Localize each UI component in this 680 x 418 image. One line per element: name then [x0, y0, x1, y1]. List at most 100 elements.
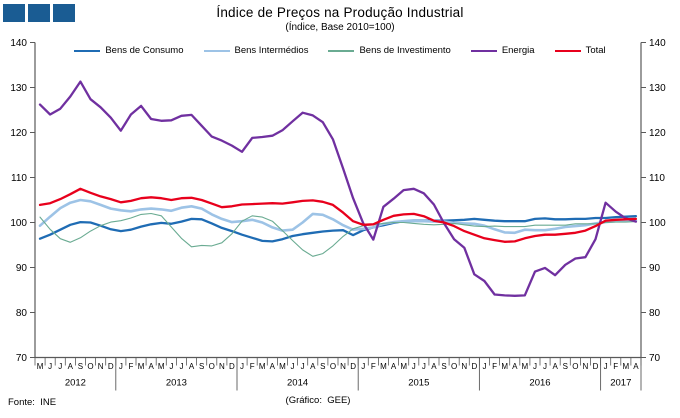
- series-line-total: [38, 187, 638, 243]
- month-label: F: [250, 362, 255, 371]
- y-axis-label-right: 90: [649, 263, 661, 274]
- legend-swatch: [74, 49, 101, 52]
- month-label: F: [129, 362, 134, 371]
- credit-note: (Gráfico: GEE): [285, 395, 351, 406]
- y-axis-label-right: 110: [649, 173, 665, 184]
- month-label: O: [209, 362, 215, 371]
- series-line-bens-de-investimento: [39, 212, 637, 257]
- legend-label: Bens Intermédios: [234, 45, 309, 56]
- year-label: 2012: [65, 378, 86, 389]
- month-label: A: [552, 362, 558, 371]
- year-label: 2013: [166, 378, 187, 389]
- month-label: F: [492, 362, 497, 371]
- month-label: S: [563, 362, 568, 371]
- chart-subtitle: (Índice, Base 2010=100): [285, 22, 395, 33]
- month-label: M: [501, 362, 508, 371]
- month-label: S: [441, 362, 446, 371]
- month-label: N: [583, 362, 589, 371]
- month-label: M: [623, 362, 630, 371]
- y-axis-label-left: 80: [16, 308, 28, 319]
- month-label: D: [471, 362, 477, 371]
- month-label: M: [279, 362, 286, 371]
- month-label: D: [350, 362, 356, 371]
- month-label: O: [572, 362, 578, 371]
- month-label: M: [158, 362, 165, 371]
- y-axis-label-left: 70: [16, 353, 28, 364]
- month-label: J: [422, 362, 426, 371]
- month-label: D: [108, 362, 114, 371]
- month-label: M: [37, 362, 44, 371]
- month-label: J: [533, 362, 537, 371]
- month-label: A: [270, 362, 276, 371]
- y-axis-label-right: 120: [649, 128, 666, 139]
- series-line-energia: [38, 80, 638, 297]
- month-label: N: [98, 362, 104, 371]
- legend-label: Energia: [501, 45, 535, 56]
- series-line-bens-interm-dios: [38, 198, 638, 235]
- month-label: A: [391, 362, 397, 371]
- month-label: A: [512, 362, 518, 371]
- y-axis-label-left: 90: [16, 263, 28, 274]
- y-axis-label-right: 70: [649, 353, 661, 364]
- month-label: F: [613, 362, 618, 371]
- legend-item-energia: Energia: [470, 45, 535, 56]
- y-axis-label-left: 130: [10, 83, 27, 94]
- legend-swatch: [470, 49, 497, 52]
- y-axis-label-right: 130: [649, 83, 666, 94]
- legend-swatch: [328, 49, 355, 52]
- y-axis-label-left: 100: [10, 218, 27, 229]
- month-label: O: [330, 362, 336, 371]
- month-label: J: [543, 362, 547, 371]
- month-label: A: [148, 362, 154, 371]
- legend-label: Bens de Investimento: [359, 45, 451, 56]
- legend-item-bens-interm-dios: Bens Intermédios: [203, 45, 309, 56]
- legend-item-bens-de-investimento: Bens de Investimento: [328, 45, 451, 56]
- legend-swatch: [203, 49, 230, 52]
- month-label: J: [240, 362, 244, 371]
- month-label: S: [320, 362, 325, 371]
- chart-title: Índice de Preços na Produção Industrial: [216, 5, 464, 20]
- month-label: M: [380, 362, 387, 371]
- month-label: M: [138, 362, 145, 371]
- legend-item-total: Total: [554, 45, 606, 56]
- legend-label: Total: [585, 45, 606, 56]
- source-note: Fonte: INE: [8, 397, 57, 408]
- month-label: M: [259, 362, 266, 371]
- y-axis-label-left: 110: [11, 173, 27, 184]
- month-label: S: [78, 362, 83, 371]
- month-label: J: [169, 362, 173, 371]
- month-label: A: [189, 362, 195, 371]
- logo: [3, 4, 75, 22]
- series-line-bens-de-consumo: [38, 215, 638, 243]
- month-label: S: [199, 362, 204, 371]
- logo-square: [53, 4, 75, 22]
- legend-label: Bens de Consumo: [105, 45, 184, 56]
- month-label: N: [219, 362, 225, 371]
- month-label: J: [412, 362, 416, 371]
- month-label: J: [361, 362, 365, 371]
- month-label: J: [119, 362, 123, 371]
- month-label: A: [633, 362, 639, 371]
- month-label: M: [522, 362, 529, 371]
- month-label: A: [310, 362, 316, 371]
- month-label: D: [593, 362, 599, 371]
- y-axis-label-left: 140: [10, 38, 27, 49]
- y-axis-label-right: 100: [649, 218, 666, 229]
- month-label: F: [371, 362, 376, 371]
- month-label: J: [301, 362, 305, 371]
- year-label: 2017: [610, 378, 631, 389]
- y-axis-label-left: 120: [10, 128, 27, 139]
- chart-legend: Bens de Consumo Bens Intermédios Bens de I…: [0, 45, 680, 56]
- year-label: 2014: [287, 378, 308, 389]
- month-label: O: [451, 362, 457, 371]
- month-label: N: [340, 362, 346, 371]
- legend-swatch: [554, 49, 581, 52]
- month-label: D: [229, 362, 235, 371]
- month-label: J: [48, 362, 52, 371]
- month-label: O: [87, 362, 93, 371]
- y-axis-label-right: 140: [649, 38, 666, 49]
- month-label: J: [58, 362, 62, 371]
